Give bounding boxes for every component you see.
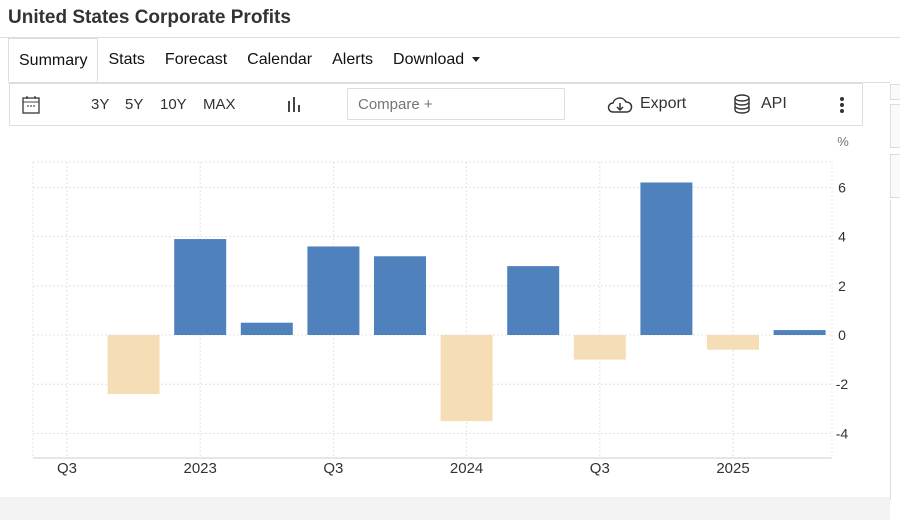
y-tick-label: 6 xyxy=(838,179,846,195)
more-vertical-icon[interactable] xyxy=(839,96,845,114)
y-unit-label: % xyxy=(837,134,849,149)
compare-input[interactable] xyxy=(347,88,565,120)
database-icon[interactable] xyxy=(733,94,751,114)
tab-download[interactable]: Download xyxy=(383,38,490,82)
x-tick-label: Q3 xyxy=(323,460,343,477)
cloud-download-icon[interactable] xyxy=(607,96,633,114)
tab-summary[interactable]: Summary xyxy=(8,38,99,82)
range-5y[interactable]: 5Y xyxy=(125,96,144,113)
x-tick-label: 2024 xyxy=(450,460,483,477)
side-panel-tab[interactable] xyxy=(890,84,900,100)
bar-2023-q3 xyxy=(307,246,360,335)
bar-chart-icon[interactable] xyxy=(287,96,303,112)
tab-forecast[interactable]: Forecast xyxy=(164,51,228,68)
caret-down-icon xyxy=(472,57,481,63)
bar-chart: 6 4 2 0 -2 -4% Q3 2023 Q3 2024 Q3 2025 xyxy=(32,134,849,477)
bar-2024-q4 xyxy=(640,182,693,335)
tab-bar: Summary Stats Forecast Calendar Alerts D… xyxy=(8,38,890,83)
bar-2023-q2 xyxy=(240,322,293,335)
calendar-icon[interactable] xyxy=(22,95,40,115)
tab-alerts[interactable]: Alerts xyxy=(332,51,374,68)
export-button[interactable]: Export xyxy=(640,95,687,112)
bar-2022-q4 xyxy=(107,335,160,395)
y-tick-label: -4 xyxy=(836,425,849,441)
footer-bar xyxy=(0,497,890,520)
bar-2023-q1 xyxy=(174,239,227,335)
bar-2024-q3 xyxy=(573,335,626,360)
side-panel-tab[interactable] xyxy=(890,104,900,148)
tab-stats[interactable]: Stats xyxy=(108,51,145,68)
y-tick-label: 0 xyxy=(838,327,846,343)
page-title: United States Corporate Profits xyxy=(8,7,291,28)
y-tick-label: 2 xyxy=(838,278,846,294)
bar-2024-q1 xyxy=(440,335,493,422)
bar-2023-q4 xyxy=(374,256,426,335)
plot-area xyxy=(32,161,833,459)
range-3y[interactable]: 3Y xyxy=(91,96,110,113)
download-label: Download xyxy=(393,51,465,68)
x-tick-label: Q3 xyxy=(57,460,77,477)
y-tick-label: 4 xyxy=(838,229,846,245)
range-10y[interactable]: 10Y xyxy=(160,96,187,113)
x-tick-label: Q3 xyxy=(590,460,610,477)
chart-toolbar: 3Y 5Y 10Y MAX Export API xyxy=(9,83,863,126)
x-tick-label: 2023 xyxy=(184,460,217,477)
range-max[interactable]: MAX xyxy=(203,96,236,113)
api-button[interactable]: API xyxy=(761,95,787,112)
divider xyxy=(0,37,900,38)
bar-2025-q1 xyxy=(707,335,759,350)
side-panel-tab[interactable] xyxy=(890,154,900,198)
y-tick-label: -2 xyxy=(836,376,849,392)
side-panel xyxy=(890,200,900,500)
bar-2025-q2 xyxy=(773,330,826,335)
tab-calendar[interactable]: Calendar xyxy=(247,51,313,68)
bar-2024-q2 xyxy=(507,266,560,335)
x-tick-label: 2025 xyxy=(716,460,749,477)
